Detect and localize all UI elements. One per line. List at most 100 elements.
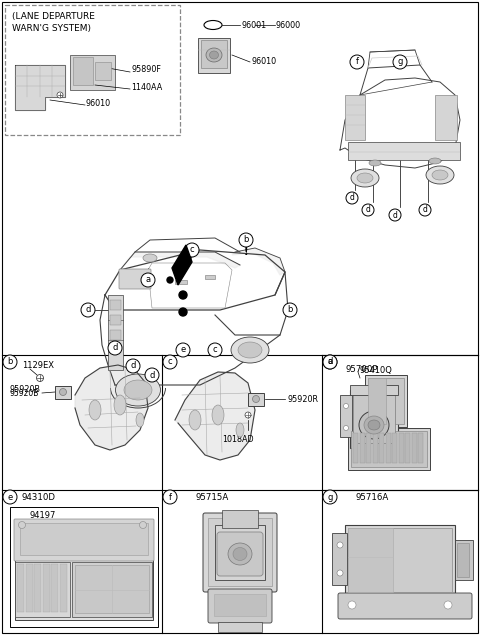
Bar: [95, 62, 111, 80]
Bar: [15, 562, 70, 617]
Polygon shape: [75, 365, 148, 450]
FancyBboxPatch shape: [338, 593, 472, 619]
Bar: [366, 433, 371, 463]
Ellipse shape: [357, 173, 373, 183]
Bar: [34, 564, 41, 612]
Ellipse shape: [228, 543, 252, 565]
Ellipse shape: [236, 423, 244, 437]
Bar: [368, 378, 404, 424]
Circle shape: [185, 243, 199, 257]
Circle shape: [179, 291, 187, 299]
Text: d: d: [149, 370, 155, 380]
Polygon shape: [118, 252, 240, 273]
Text: a: a: [327, 358, 333, 366]
Ellipse shape: [359, 411, 389, 439]
Ellipse shape: [337, 570, 343, 576]
Circle shape: [389, 209, 401, 221]
FancyBboxPatch shape: [208, 589, 272, 623]
Text: !: !: [244, 247, 248, 257]
Circle shape: [362, 204, 374, 216]
Bar: [345, 95, 365, 140]
Bar: [43, 564, 49, 612]
Circle shape: [57, 92, 63, 98]
Bar: [455, 540, 473, 580]
Circle shape: [3, 355, 17, 369]
Bar: [73, 57, 93, 85]
Circle shape: [81, 303, 95, 317]
FancyBboxPatch shape: [14, 519, 154, 561]
Text: 95700P: 95700P: [345, 366, 377, 375]
Text: d: d: [130, 361, 136, 370]
Text: d: d: [327, 358, 333, 366]
Ellipse shape: [60, 389, 67, 396]
Text: 96001: 96001: [241, 20, 266, 29]
Bar: [398, 433, 404, 463]
Bar: [25, 564, 33, 612]
Text: 95920B: 95920B: [10, 385, 41, 394]
Text: 1129EX: 1129EX: [22, 361, 54, 370]
Text: 95920B: 95920B: [10, 389, 39, 398]
Circle shape: [163, 490, 177, 504]
Text: 1140AA: 1140AA: [131, 83, 162, 91]
Circle shape: [419, 204, 431, 216]
Bar: [108, 295, 123, 370]
Text: d: d: [349, 194, 354, 203]
Circle shape: [239, 233, 253, 247]
Circle shape: [208, 343, 222, 357]
Bar: [51, 564, 58, 612]
Bar: [17, 564, 24, 612]
Ellipse shape: [136, 413, 144, 427]
Bar: [392, 433, 397, 463]
Bar: [208, 518, 272, 586]
FancyBboxPatch shape: [119, 269, 151, 289]
Bar: [72, 562, 152, 617]
Polygon shape: [172, 245, 192, 285]
Bar: [385, 433, 391, 463]
Bar: [218, 622, 262, 632]
Ellipse shape: [206, 48, 222, 62]
Bar: [345, 525, 455, 595]
Bar: [379, 433, 384, 463]
Circle shape: [323, 490, 337, 504]
Ellipse shape: [143, 254, 157, 262]
Text: c: c: [213, 345, 217, 354]
Bar: [10, 507, 158, 627]
Text: 94310D: 94310D: [22, 493, 56, 502]
Bar: [418, 433, 423, 463]
Text: (LANE DEPARTURE
WARN'G SYSTEM): (LANE DEPARTURE WARN'G SYSTEM): [12, 12, 95, 33]
Bar: [175, 280, 187, 284]
Ellipse shape: [140, 521, 146, 528]
Bar: [110, 315, 121, 325]
Bar: [353, 393, 395, 443]
Bar: [198, 38, 230, 73]
Ellipse shape: [212, 405, 224, 425]
Circle shape: [167, 277, 173, 283]
Bar: [348, 528, 393, 592]
Bar: [372, 433, 377, 463]
Polygon shape: [232, 248, 285, 275]
Bar: [75, 565, 149, 613]
Text: 95716A: 95716A: [355, 493, 388, 502]
Bar: [215, 525, 265, 580]
Text: 96000: 96000: [276, 20, 301, 29]
Ellipse shape: [19, 521, 25, 528]
Ellipse shape: [426, 166, 454, 184]
Ellipse shape: [209, 51, 218, 59]
Ellipse shape: [245, 412, 251, 418]
Bar: [70, 55, 115, 90]
Text: d: d: [85, 305, 91, 314]
Ellipse shape: [364, 416, 384, 434]
Bar: [405, 433, 410, 463]
Circle shape: [283, 303, 297, 317]
Text: b: b: [243, 236, 249, 244]
Ellipse shape: [114, 395, 126, 415]
Text: a: a: [145, 276, 151, 284]
Text: g: g: [327, 493, 333, 502]
Bar: [20, 523, 148, 555]
Ellipse shape: [369, 160, 381, 166]
Polygon shape: [175, 372, 255, 460]
Bar: [351, 431, 427, 467]
Text: f: f: [168, 493, 171, 502]
Circle shape: [393, 55, 407, 69]
Bar: [214, 594, 266, 616]
